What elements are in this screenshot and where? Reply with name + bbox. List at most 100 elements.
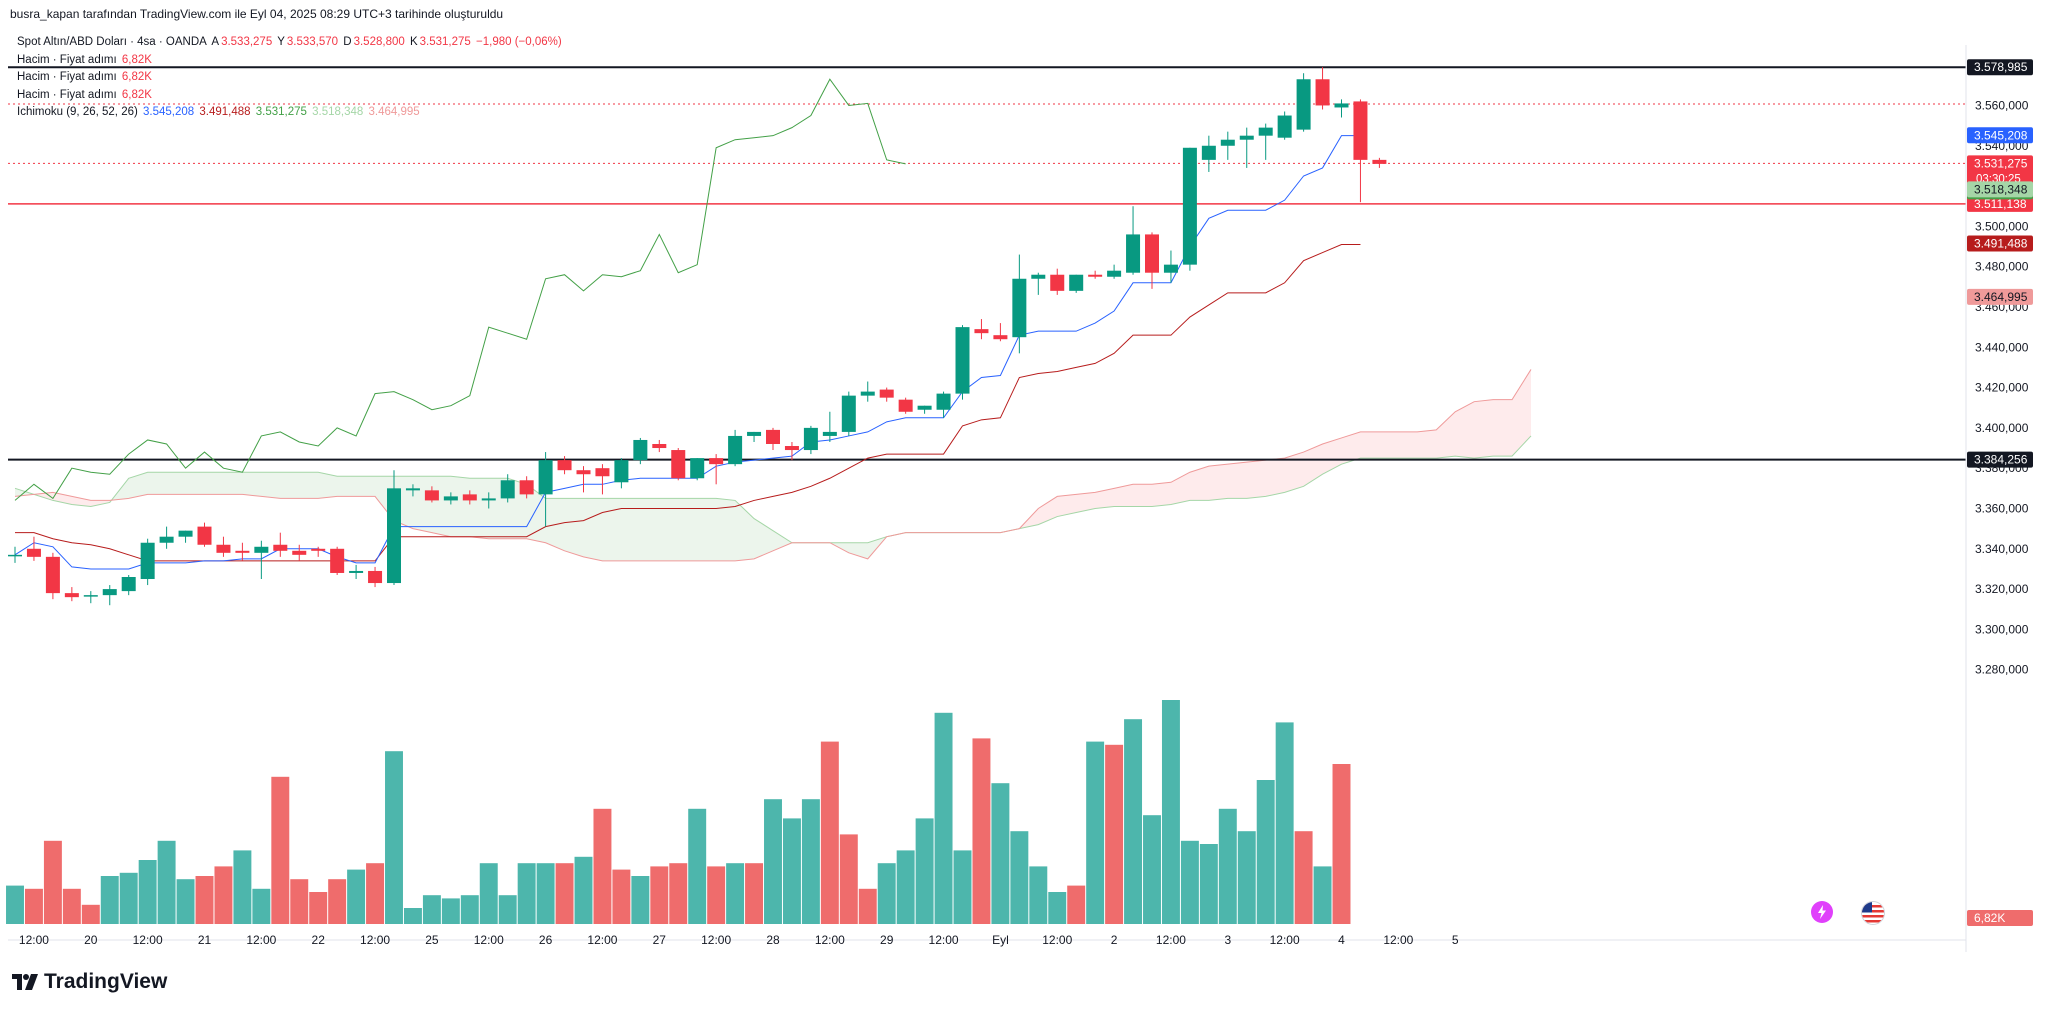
volume-bar — [233, 850, 252, 924]
volume-bar — [347, 869, 366, 924]
candle-body — [1107, 270, 1122, 277]
kijun-sen-line — [15, 244, 1361, 562]
time-tick-label: 26 — [539, 933, 553, 947]
level-price-tag: 3.578,985 — [1974, 60, 2028, 74]
candle-body — [424, 490, 439, 501]
ohlc-open-label: A — [211, 36, 220, 48]
volume-indicator-row[interactable]: Hacim · Fiyat adımı 6,82K — [17, 52, 564, 70]
indicator-price-tag: 3.545,208 — [1974, 128, 2028, 142]
candle-body — [235, 550, 250, 553]
candle-body — [652, 444, 667, 449]
candle-body — [1126, 234, 1141, 273]
chart-attribution: busra_kapan tarafından TradingView.com i… — [10, 7, 504, 21]
volume-bar — [801, 799, 820, 924]
volume-bar — [745, 863, 764, 924]
candle — [387, 470, 401, 586]
flash-event-icon[interactable] — [1811, 901, 1833, 923]
candle-body — [1031, 274, 1046, 279]
level-price-tag: 3.384,256 — [1974, 453, 2028, 467]
candle-body — [1145, 234, 1159, 273]
candle-body — [26, 548, 41, 557]
volume-bar — [934, 712, 953, 924]
time-tick-label: Eyl — [992, 933, 1009, 947]
candle-body — [102, 589, 117, 596]
candle — [633, 437, 648, 465]
volume-bar — [1313, 866, 1332, 924]
volume-bar — [214, 866, 233, 924]
time-tick-label: 27 — [653, 933, 667, 947]
volume-bar — [6, 885, 24, 924]
volume-bar — [195, 876, 214, 924]
candle — [822, 411, 837, 442]
candle — [121, 574, 136, 596]
volume-bar — [441, 898, 460, 924]
ichimoku-span-b-value: 3.464,995 — [368, 106, 420, 118]
candle-body — [1012, 278, 1027, 338]
candle — [83, 591, 98, 604]
level-price-tag-bg — [1967, 59, 2033, 76]
volume-bar — [1332, 764, 1351, 924]
volume-indicator-row[interactable]: Hacim · Fiyat adımı 6,82K — [17, 69, 564, 87]
ichimoku-tenkan-value: 3.545,208 — [143, 106, 195, 118]
candle — [178, 530, 193, 543]
ichimoku-indicator-row[interactable]: Ichimoku (9, 26, 52, 26) 3.545,208 3.491… — [17, 104, 564, 122]
candle — [481, 492, 496, 509]
volume-indicator-label: Hacim · Fiyat adımı — [17, 53, 117, 66]
candle-body — [121, 577, 136, 592]
volume-bar — [271, 776, 290, 924]
candle — [1107, 264, 1122, 279]
time-tick-label: 12:00 — [19, 933, 49, 947]
candle — [898, 397, 913, 414]
candle — [766, 427, 780, 451]
tradingview-logo[interactable]: TradingView — [12, 970, 167, 994]
volume-bar — [328, 879, 347, 924]
ohlc-change: −1,980 (−0,06%) — [476, 36, 562, 48]
ohlc-open: 3.533,275 — [221, 36, 273, 48]
volume-bar — [157, 840, 176, 924]
price-tick-label: 3.400,000 — [1975, 421, 2029, 435]
price-tick-label: 3.280,000 — [1975, 663, 2029, 677]
volume-indicator-row[interactable]: Hacim · Fiyat adımı 6,82K — [17, 87, 564, 105]
symbol-name[interactable]: Spot Altın/ABD Doları · 4sa · OANDA — [17, 36, 207, 48]
candle — [1201, 135, 1216, 172]
volume-bar — [1086, 741, 1105, 924]
candle — [500, 474, 515, 503]
volume-indicator-value: 6,82K — [121, 53, 152, 66]
candle — [955, 325, 970, 400]
candle-body — [822, 431, 837, 436]
volume-bar — [631, 876, 650, 924]
candle-body — [595, 468, 610, 477]
candle — [1315, 67, 1330, 110]
candle — [45, 552, 60, 600]
candle-body — [368, 570, 383, 584]
volume-bar — [309, 892, 328, 924]
tenkan-sen-line — [14, 135, 1361, 570]
volume-bar — [24, 888, 43, 924]
volume-bar — [1105, 744, 1124, 924]
ohlc-close: 3.531,275 — [419, 36, 471, 48]
candle-body — [557, 460, 572, 471]
candle-body — [1182, 147, 1197, 265]
time-tick-label: 12:00 — [701, 933, 731, 947]
candle — [1296, 73, 1311, 132]
us-flag-event-icon[interactable] — [1861, 901, 1885, 925]
volume-indicator-label: Hacim · Fiyat adımı — [17, 88, 117, 101]
price-tick-label: 3.440,000 — [1975, 340, 2029, 354]
time-axis[interactable]: 12:00 20 12:00 21 12:00 22 12:00 25 12:00 26 12:00… — [19, 933, 1459, 947]
ichimoku-lines — [14, 78, 1361, 570]
volume-bar — [290, 879, 309, 924]
candle-body — [936, 393, 951, 410]
candle — [1258, 123, 1273, 160]
volume-bar — [385, 751, 403, 924]
volume-bar — [43, 840, 62, 924]
time-tick-label: 12:00 — [1270, 933, 1300, 947]
horizontal-lines[interactable] — [8, 66, 1966, 461]
time-tick-label: 12:00 — [474, 933, 504, 947]
volume-bar — [972, 738, 991, 924]
candle — [254, 540, 269, 580]
candle-body — [443, 496, 458, 501]
time-tick-label: 22 — [312, 933, 326, 947]
symbol-row[interactable]: Spot Altın/ABD Doları · 4sa · OANDA A 3.5… — [17, 34, 564, 52]
time-tick-label: 12:00 — [1383, 933, 1413, 947]
